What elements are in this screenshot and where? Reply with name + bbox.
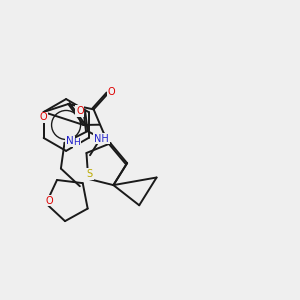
Text: O: O [107,87,115,97]
Text: NH: NH [94,134,109,143]
Text: O: O [76,106,84,116]
Text: N: N [66,136,74,146]
Text: O: O [40,112,47,122]
Text: S: S [87,169,93,179]
Text: H: H [74,138,80,147]
Text: O: O [46,196,53,206]
